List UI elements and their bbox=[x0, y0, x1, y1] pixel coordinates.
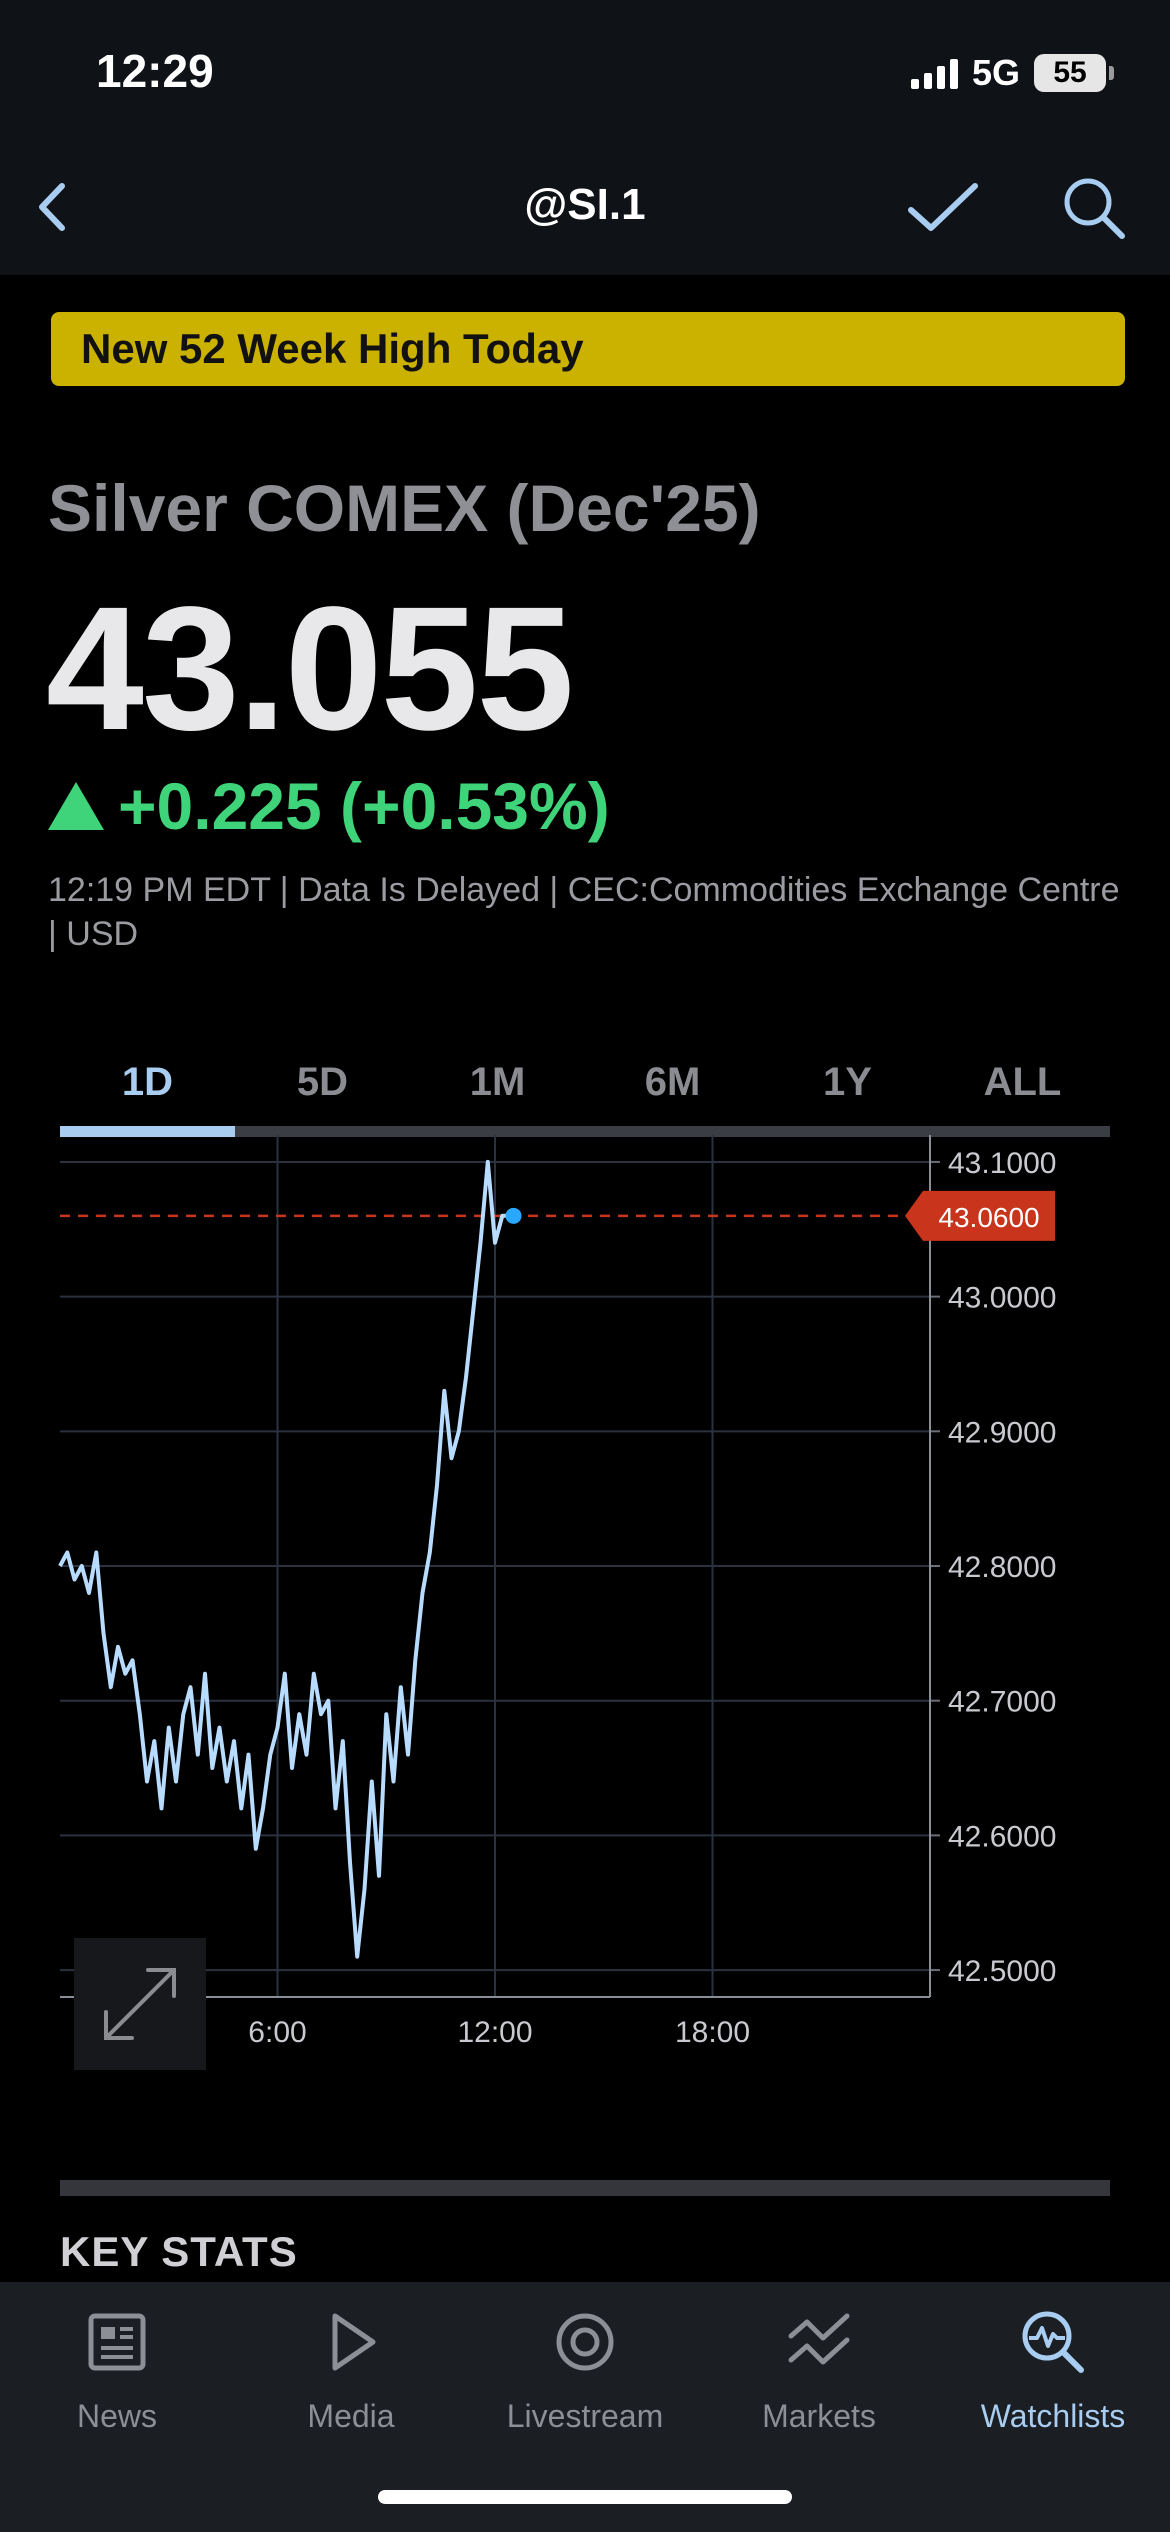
nav-bar: @SI.1 bbox=[0, 150, 1170, 275]
y-tick-label: 42.5000 bbox=[948, 1955, 1056, 1988]
tabbar-news[interactable]: News bbox=[0, 2302, 234, 2435]
instrument-name: Silver COMEX (Dec'25) bbox=[48, 471, 761, 545]
quote-meta: 12:19 PM EDT | Data Is Delayed | CEC:Com… bbox=[48, 871, 1120, 953]
tab-1y[interactable]: 1Y bbox=[823, 1060, 872, 1104]
nav-title: @SI.1 bbox=[524, 180, 646, 229]
y-tick-label: 43.1000 bbox=[948, 1147, 1056, 1180]
expand-chart-button[interactable] bbox=[74, 1938, 206, 2070]
tab-6m[interactable]: 6M bbox=[644, 1060, 701, 1104]
search-icon[interactable] bbox=[1058, 172, 1128, 242]
new-high-banner: New 52 Week High Today bbox=[51, 312, 1125, 386]
tabbar-markets[interactable]: Markets bbox=[702, 2302, 936, 2435]
x-tick-label: 6:00 bbox=[248, 2016, 306, 2049]
y-tick-label: 42.9000 bbox=[948, 1416, 1056, 1449]
expand-diagonal-icon bbox=[104, 1968, 176, 2040]
home-indicator bbox=[378, 2490, 792, 2504]
y-tick-label: 42.8000 bbox=[948, 1551, 1056, 1584]
tabbar-media[interactable]: Media bbox=[234, 2302, 468, 2435]
markets-icon bbox=[788, 2313, 850, 2365]
battery-icon: 55 bbox=[1034, 54, 1114, 92]
tab-1d[interactable]: 1D bbox=[121, 1060, 174, 1104]
price-series-line bbox=[58, 1159, 510, 1959]
tabbar-watchlists[interactable]: Watchlists bbox=[936, 2302, 1170, 2435]
tabbar-label: News bbox=[76, 2398, 157, 2434]
current-price-label: 43.0600 bbox=[938, 1202, 1039, 1233]
tabbar-label: Media bbox=[307, 2398, 395, 2434]
tab-active-indicator bbox=[60, 1126, 235, 1137]
status-bar: 12:29 5G 55 bbox=[0, 0, 1170, 150]
tabbar-livestream[interactable]: Livestream bbox=[468, 2302, 702, 2435]
back-chevron-icon[interactable] bbox=[20, 172, 90, 242]
livestream-icon bbox=[556, 2313, 614, 2371]
y-tick-label: 43.0000 bbox=[948, 1282, 1056, 1315]
checkmark-icon[interactable] bbox=[905, 172, 981, 242]
key-stats-title: KEY STATS bbox=[60, 2228, 298, 2275]
price-change: +0.225 (+0.53%) bbox=[48, 768, 610, 844]
status-indicators: 5G 55 bbox=[910, 52, 1114, 94]
tab-track bbox=[60, 1126, 1110, 1137]
up-triangle-icon bbox=[48, 782, 104, 830]
last-price: 43.055 bbox=[46, 571, 574, 767]
watchlists-icon bbox=[1022, 2311, 1084, 2373]
current-price-tag bbox=[905, 1190, 1055, 1241]
tab-1m[interactable]: 1M bbox=[469, 1060, 526, 1104]
last-price-dot bbox=[505, 1207, 522, 1224]
status-time: 12:29 bbox=[96, 45, 214, 97]
y-tick-label: 42.7000 bbox=[948, 1686, 1056, 1719]
price-change-value: +0.225 (+0.53%) bbox=[118, 769, 610, 843]
section-divider bbox=[60, 2180, 1110, 2196]
cellular-signal-icon bbox=[910, 57, 958, 89]
tabbar-label: Watchlists bbox=[980, 2398, 1126, 2434]
range-tabs: 1D 5D 1M 6M 1Y ALL bbox=[60, 1050, 1110, 1140]
tab-all[interactable]: ALL bbox=[983, 1060, 1062, 1104]
price-chart[interactable]: 43.1000 43.0000 42.9000 42.8000 42.7000 42.60… bbox=[0, 1130, 1170, 2090]
y-tick-label: 42.6000 bbox=[948, 1820, 1056, 1853]
tabbar-label: Markets bbox=[762, 2398, 876, 2434]
tab-5d[interactable]: 5D bbox=[296, 1060, 349, 1104]
network-type: 5G bbox=[971, 52, 1020, 93]
play-icon bbox=[332, 2313, 376, 2371]
x-tick-label: 18:00 bbox=[675, 2016, 750, 2049]
x-tick-label: 12:00 bbox=[457, 2016, 532, 2049]
newspaper-icon bbox=[88, 2313, 146, 2371]
tabbar-label: Livestream bbox=[506, 2398, 664, 2434]
